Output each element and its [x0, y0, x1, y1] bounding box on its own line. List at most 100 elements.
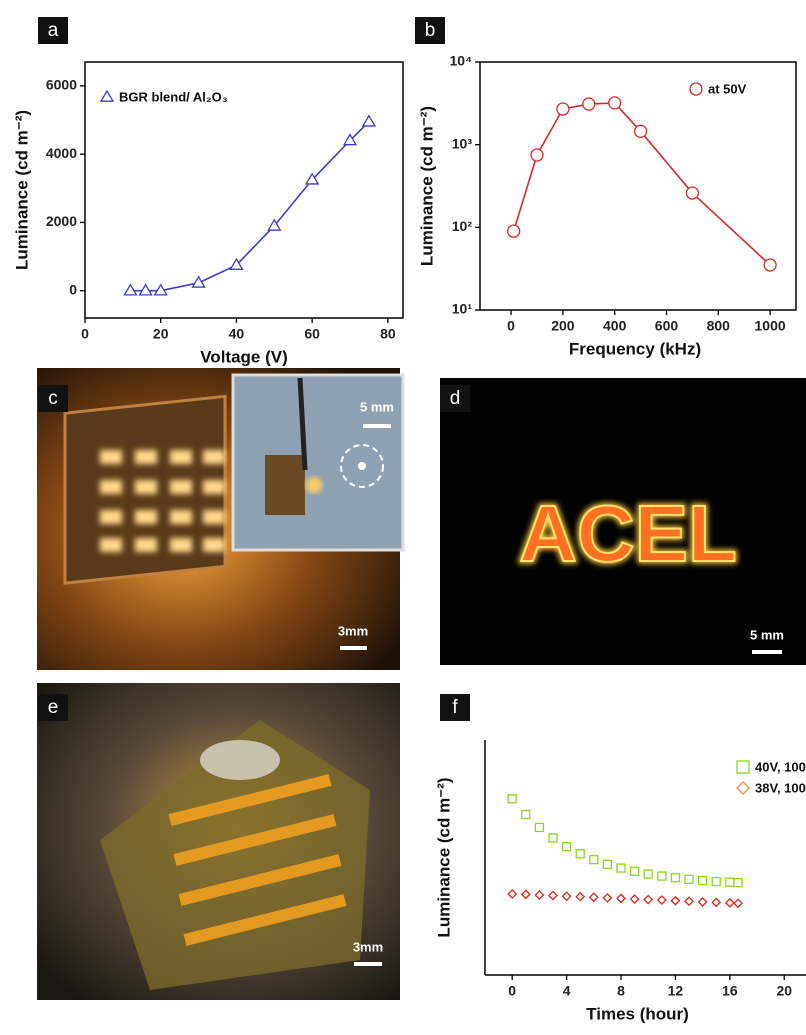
panel-label: d	[450, 388, 461, 409]
scale-bar-label: 5 mm	[360, 399, 394, 414]
x-tick-label: 4	[563, 983, 571, 999]
scale-bar-label: 3mm	[353, 939, 383, 954]
legend-label: 40V, 100 kHz	[755, 759, 806, 774]
panel-label: a	[48, 20, 59, 41]
scale-bar-label: 3mm	[338, 623, 368, 638]
legend-label: 38V, 100 kHz	[755, 780, 806, 795]
marker	[590, 893, 598, 901]
panel-label: b	[425, 20, 436, 41]
marker	[535, 823, 543, 831]
marker	[737, 782, 749, 794]
marker	[685, 897, 693, 905]
marker	[699, 877, 707, 885]
y-axis-label: Luminance (cd m⁻²)	[12, 110, 31, 270]
x-tick-label: 20	[776, 983, 792, 999]
marker	[686, 187, 698, 199]
scale-bar-label: 5 mm	[750, 627, 784, 642]
x-tick-label: 400	[603, 318, 627, 334]
marker	[764, 259, 776, 271]
marker	[522, 810, 530, 818]
marker	[549, 892, 557, 900]
legend-label: at 50V	[708, 81, 747, 96]
x-tick-label: 40	[229, 326, 245, 342]
y-axis-label: Luminance (cd m⁻²)	[417, 106, 436, 266]
y-tick-label: 10³	[452, 135, 473, 151]
x-axis-label: Times (hour)	[586, 1004, 689, 1023]
panel-label: e	[48, 697, 59, 718]
x-tick-label: 800	[707, 318, 731, 334]
panel-label: c	[48, 388, 58, 409]
figure: ACEL ACEL a b c d e f 5 mm 3mm 5 mm 3mm …	[0, 0, 806, 1035]
marker	[658, 872, 666, 880]
marker	[685, 875, 693, 883]
marker	[671, 874, 679, 882]
marker	[576, 850, 584, 858]
marker	[549, 834, 557, 842]
marker	[737, 761, 749, 773]
marker	[535, 891, 543, 899]
marker	[603, 894, 611, 902]
page: {"chart_data": [ {"type": "line", "panel…	[0, 0, 806, 1035]
marker	[609, 97, 621, 109]
marker	[644, 896, 652, 904]
marker	[576, 893, 584, 901]
photo-d: ACEL ACEL	[440, 378, 806, 665]
marker	[140, 285, 152, 295]
marker	[617, 864, 625, 872]
marker	[563, 892, 571, 900]
marker	[193, 277, 205, 287]
x-tick-label: 0	[507, 318, 515, 334]
x-tick-label: 16	[722, 983, 738, 999]
x-tick-label: 1000	[755, 318, 786, 334]
y-tick-label: 10⁴	[450, 53, 473, 69]
marker	[590, 856, 598, 864]
x-tick-label: 200	[551, 318, 575, 334]
marker	[658, 896, 666, 904]
x-tick-label: 12	[668, 983, 684, 999]
x-tick-label: 80	[380, 326, 396, 342]
marker	[508, 890, 516, 898]
y-tick-label: 6000	[46, 77, 77, 93]
marker	[631, 895, 639, 903]
y-axis-label: Luminance (cd m⁻²)	[434, 777, 453, 937]
marker	[603, 860, 611, 868]
y-tick-label: 0	[69, 281, 77, 297]
marker	[734, 879, 742, 887]
x-tick-label: 0	[508, 983, 516, 999]
marker	[726, 899, 734, 907]
data-line	[130, 122, 368, 291]
marker	[699, 898, 707, 906]
x-tick-label: 20	[153, 326, 169, 342]
marker	[101, 91, 113, 101]
marker	[508, 225, 520, 237]
legend-label: BGR blend/ Al₂O₃	[119, 89, 228, 104]
photo-e	[37, 683, 400, 1000]
x-axis-label: Voltage (V)	[200, 347, 288, 366]
marker	[631, 867, 639, 875]
y-tick-label: 4000	[46, 145, 77, 161]
marker	[531, 149, 543, 161]
marker	[557, 103, 569, 115]
x-axis-label: Frequency (kHz)	[569, 339, 701, 358]
marker	[563, 843, 571, 851]
glow-text: ACEL	[519, 489, 737, 578]
marker	[363, 116, 375, 126]
marker	[644, 870, 652, 878]
marker	[671, 897, 679, 905]
panel-label: f	[452, 697, 458, 718]
marker	[726, 878, 734, 886]
marker	[635, 125, 647, 137]
marker	[508, 795, 516, 803]
marker	[617, 894, 625, 902]
marker	[690, 83, 702, 95]
marker	[124, 285, 136, 295]
marker	[712, 898, 720, 906]
x-tick-label: 60	[304, 326, 320, 342]
x-tick-label: 600	[655, 318, 679, 334]
marker	[522, 890, 530, 898]
x-tick-label: 0	[81, 326, 89, 342]
x-tick-label: 8	[617, 983, 625, 999]
y-tick-label: 10²	[452, 218, 473, 234]
y-tick-label: 10¹	[452, 301, 473, 317]
marker	[583, 98, 595, 110]
